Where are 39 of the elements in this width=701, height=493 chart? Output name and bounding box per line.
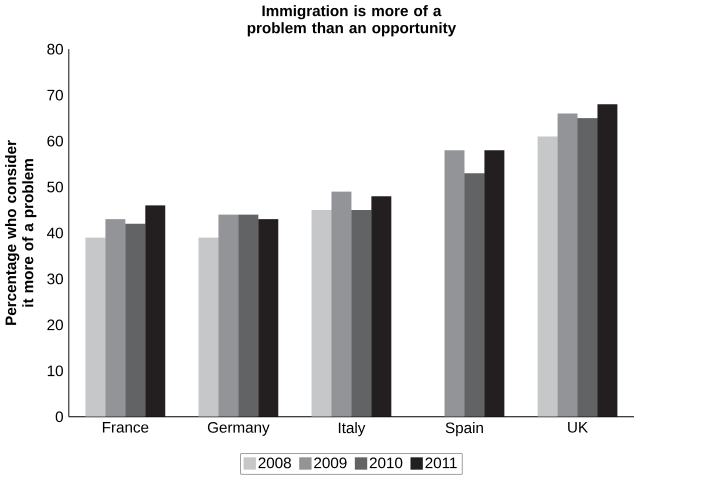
y-tick-label: 10 (48, 366, 63, 376)
bar (597, 104, 618, 417)
x-tick-label: France (102, 422, 148, 433)
bar (371, 196, 392, 417)
x-tick-label: Italy (338, 422, 366, 436)
y-tick-label: 70 (47, 90, 63, 101)
y-tick-label: 0 (56, 412, 63, 422)
chart-title: Immigration is more of a problem than an opportunity (248, 5, 456, 36)
legend-label: 2009 (314, 458, 347, 468)
y-tick-label: 50 (47, 182, 63, 193)
bar (85, 238, 106, 417)
bar (312, 210, 332, 417)
bar (351, 210, 372, 417)
bar (484, 150, 504, 417)
bar (145, 206, 166, 417)
bar (125, 224, 146, 417)
bar (331, 192, 352, 417)
legend-label: 2011 (426, 458, 457, 468)
bar (538, 136, 558, 417)
x-tick-label: Spain (446, 422, 483, 436)
x-tick-label: UK (568, 422, 588, 433)
y-tick-label: 20 (47, 320, 63, 330)
bar (105, 219, 126, 417)
y-tick-label: 30 (47, 274, 63, 284)
bar (218, 214, 238, 417)
bar (258, 219, 278, 417)
bar (464, 173, 484, 417)
bar (444, 150, 464, 417)
bar (238, 214, 258, 417)
legend-label: 2010 (370, 458, 402, 468)
y-tick-label: 80 (47, 44, 63, 55)
y-tick-label: 40 (47, 228, 63, 238)
y-tick-label: 60 (47, 136, 63, 147)
y-axis-title: Percentage who consider it more of a problem (5, 140, 36, 325)
bar (578, 118, 598, 417)
legend-label: 2008 (258, 458, 291, 468)
bar (558, 114, 578, 417)
x-tick-label: Germany (208, 422, 270, 436)
bar (198, 238, 218, 417)
